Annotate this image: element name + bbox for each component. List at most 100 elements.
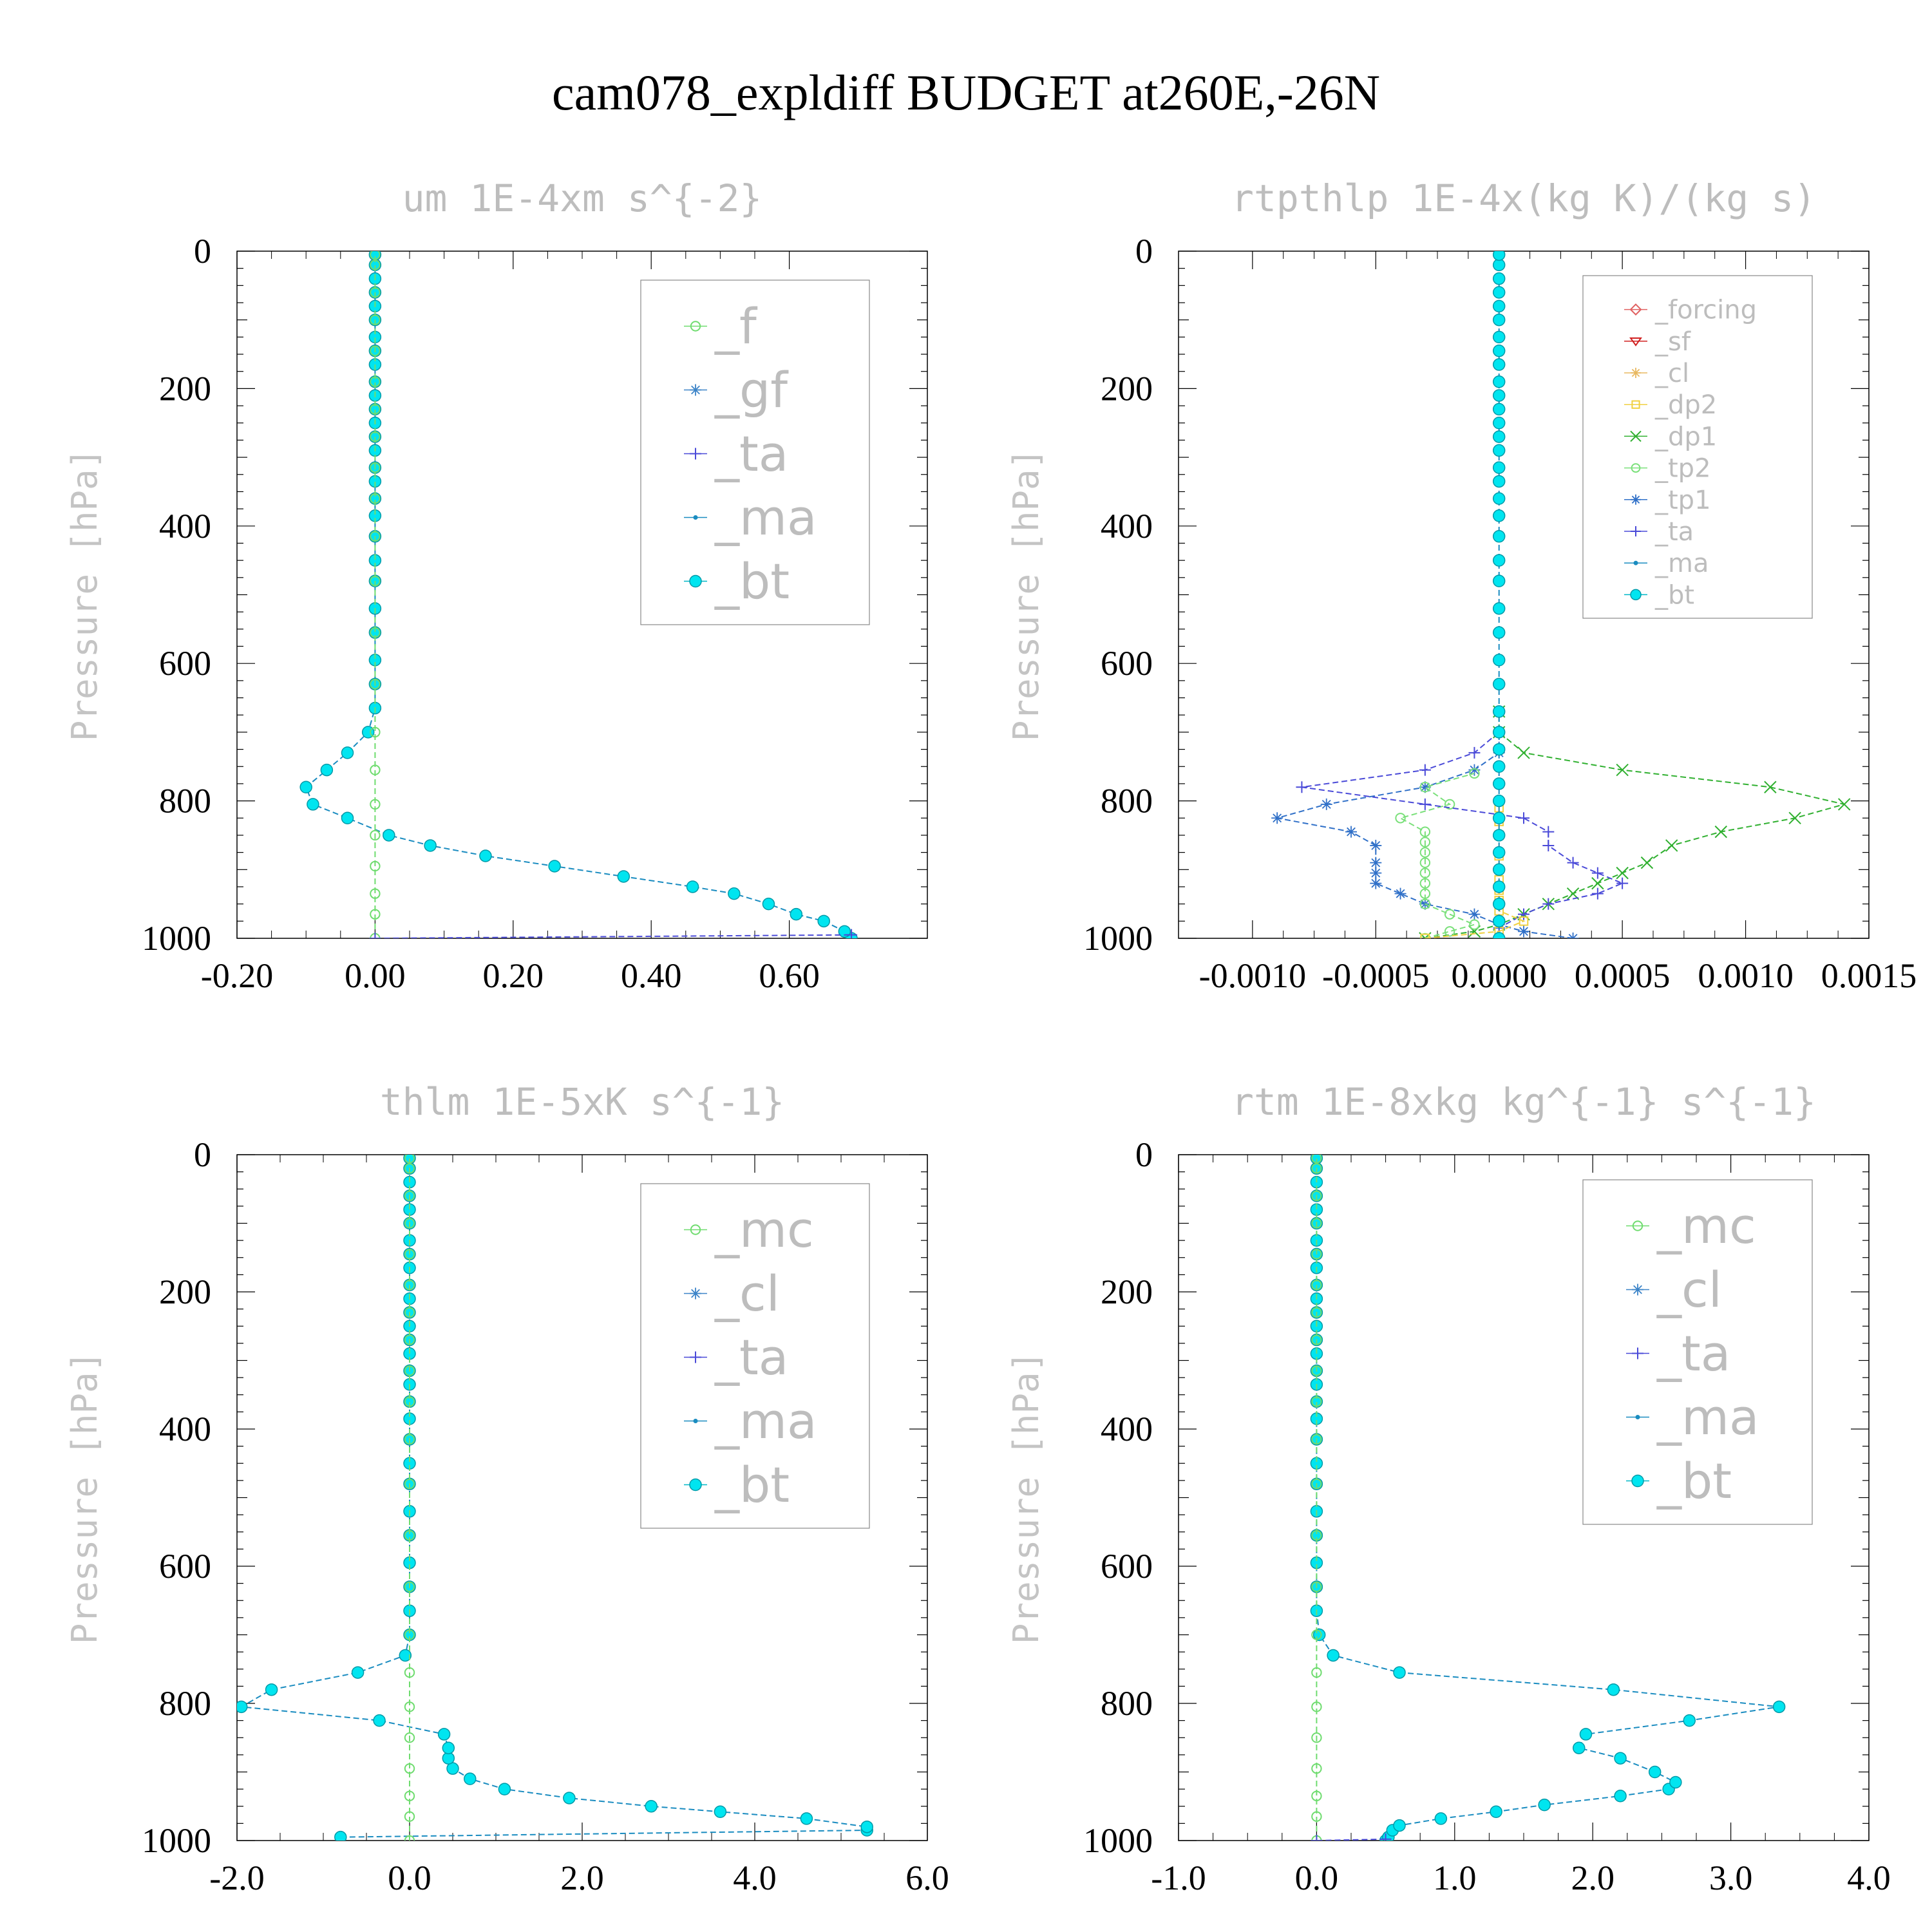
x-tick-label: -0.0005 (1322, 956, 1429, 995)
series-_bt-point (1492, 430, 1506, 443)
series-_ta-point (846, 929, 858, 938)
series-_tp2-point (1469, 768, 1480, 779)
series-_mc-point (1311, 1249, 1322, 1260)
series-_mc-point (1311, 1530, 1322, 1541)
panel-title: rtm 1E-8xkg kg^{-1} s^{-1} (1231, 1080, 1816, 1124)
legend-box (1582, 1179, 1813, 1525)
series-_bt-point (299, 781, 312, 794)
y-tick-label: 200 (1101, 1273, 1153, 1311)
series-_bt-point (1492, 344, 1506, 357)
legend-_cl-point (690, 1287, 701, 1300)
series-_bt-point (714, 1805, 727, 1819)
series-_bt-point (800, 1812, 813, 1825)
series-_bt-point (424, 839, 437, 852)
series-_bt-point (1607, 1683, 1620, 1696)
series-_bt-point (1492, 705, 1506, 718)
series-_tp2-point (1419, 847, 1431, 858)
series-_bt-point (1492, 654, 1506, 667)
legend-box (1582, 275, 1813, 619)
series-_f-point (370, 376, 381, 387)
series-_bt-point (1492, 602, 1506, 615)
series-_mc-point (404, 1790, 415, 1801)
series-_bt-point (1393, 1819, 1406, 1832)
legend-entry: _ma (714, 489, 817, 546)
legend-_tp1-point (1631, 494, 1641, 505)
series-_tp2-point (1419, 826, 1431, 837)
series-_f-point (370, 260, 381, 270)
series-_tp1-point (1468, 908, 1481, 920)
legend-entry: _ma (714, 1392, 817, 1450)
series-group (237, 1155, 873, 1841)
series-_f-point (370, 462, 381, 473)
x-tick-label: 0.0000 (1451, 956, 1547, 995)
y-tick-label: 0 (1135, 232, 1153, 270)
series-_mc-point (1311, 1479, 1322, 1490)
series-line-_ta (1316, 1838, 1386, 1841)
series-_mc-point (1311, 1629, 1322, 1640)
legend-_mc-point (690, 1224, 701, 1235)
y-tick-label: 400 (159, 507, 211, 545)
y-tick-label: 600 (159, 1547, 211, 1586)
series-_tp2-point (1444, 909, 1455, 920)
series-_bt-point (320, 763, 334, 777)
series-_ta-point (1419, 764, 1431, 776)
series-_bt-point (1492, 760, 1506, 773)
series-_bt-point (1614, 1752, 1627, 1765)
series-_tp2-point (1419, 878, 1431, 889)
series-_tp1-point (1468, 764, 1481, 776)
series-_mc-point (404, 1479, 415, 1490)
y-tick-label: 800 (1101, 1684, 1153, 1723)
series-_ta-point (1591, 867, 1604, 879)
series-_f-point (370, 287, 381, 298)
series-_bt-point (1492, 829, 1506, 842)
y-tick-label: 400 (1101, 1410, 1153, 1448)
legend-_cl-point (1631, 368, 1641, 378)
series-_mc-point (1311, 1155, 1322, 1164)
series-_mc-point (404, 1581, 415, 1593)
legend-entry: _bt (1654, 580, 1694, 610)
series-_ta-point (1311, 1835, 1323, 1841)
legend-entry: _ma (1654, 549, 1709, 578)
y-tick-label: 200 (159, 1273, 211, 1311)
series-_tp2-point (1419, 782, 1431, 793)
series-_bt-point (1492, 914, 1506, 928)
series-_bt-point (1538, 1798, 1551, 1812)
legend: _mc _cl _ta _ma _bt (1582, 1179, 1813, 1525)
legend-_bt-point (1631, 1474, 1644, 1488)
x-tick-label: 4.0 (733, 1859, 777, 1897)
series-_dp1-point (1714, 825, 1727, 838)
series-_mc-point (404, 1701, 415, 1712)
x-tick-label: -0.20 (201, 956, 273, 995)
y-tick-label: 1000 (1083, 1821, 1153, 1860)
series-_tp2-point (1395, 813, 1406, 824)
series-_f-point (370, 627, 381, 638)
series-_bt-point (1492, 794, 1506, 808)
series-_bt-point (1492, 509, 1506, 522)
series-_bt-point (1434, 1812, 1448, 1825)
legend-_bt-point (689, 574, 702, 588)
series-_bt-point (498, 1783, 511, 1795)
series-_tp2-point (1469, 919, 1480, 930)
series-_mc-point (404, 1334, 415, 1345)
series-_ta-point (1616, 877, 1629, 889)
legend-entry: _sf (1654, 327, 1691, 357)
panel-title: thlm 1E-5xK s^{-1} (380, 1080, 785, 1124)
legend-_forcing-point (1629, 303, 1642, 316)
x-tick-label: 1.0 (1433, 1859, 1477, 1897)
series-_bt-point (265, 1683, 278, 1696)
series-_mc-point (1311, 1581, 1322, 1593)
series-_bt-point (1579, 1728, 1593, 1741)
x-tick-label: 4.0 (1847, 1859, 1891, 1897)
legend: _f _gf _ta _ma _bt (640, 279, 870, 625)
series-_mc-point (404, 1190, 415, 1202)
series-_bt-point (728, 887, 741, 900)
series-_bt-point (351, 1666, 365, 1679)
series-_mc-point (1311, 1396, 1322, 1407)
legend: _forcing_sf_cl_dp2_dp1 _tp2_tp1_ta_ma_bt (1582, 275, 1813, 619)
x-tick-label: 0.0 (388, 1859, 431, 1897)
series-_bt-point (1573, 1741, 1586, 1754)
series-_f-point (370, 726, 381, 738)
y-tick-label: 0 (194, 1135, 211, 1174)
chart-panel-1: um 1E-4xm s^{-2} Pressure [hPa] 0 200 400 600… (64, 176, 928, 995)
legend-_bt-point (689, 1478, 702, 1492)
